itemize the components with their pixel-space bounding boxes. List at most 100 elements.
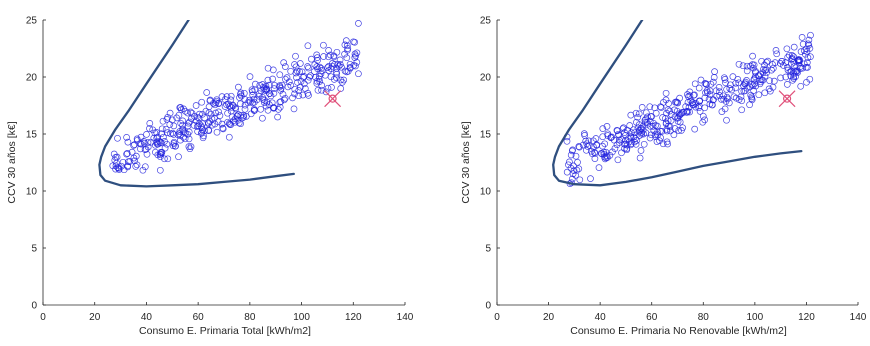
scatter-point xyxy=(642,118,649,126)
scatter-point xyxy=(140,138,148,145)
scatter-point xyxy=(111,156,119,164)
scatter-point xyxy=(772,47,780,54)
scatter-point xyxy=(625,135,632,142)
scatter-point xyxy=(805,41,813,49)
scatter-point xyxy=(638,104,646,111)
scatter-point xyxy=(261,96,268,104)
scatter-point xyxy=(341,50,348,58)
scatter-point xyxy=(318,82,326,89)
scatter-point xyxy=(276,82,284,89)
x-tick-label: 120 xyxy=(798,312,815,323)
scatter-point xyxy=(256,81,264,89)
scatter-point xyxy=(296,68,303,75)
scatter-point xyxy=(193,123,201,130)
scatter-point xyxy=(729,73,737,80)
scatter-point xyxy=(235,83,242,91)
scatter-point xyxy=(305,64,312,72)
scatter-point xyxy=(215,108,222,116)
scatter-point xyxy=(761,89,769,97)
y-tick-label: 15 xyxy=(26,130,38,141)
scatter-point xyxy=(765,85,773,93)
scatter-point xyxy=(343,54,351,62)
scatter-point xyxy=(794,69,801,76)
scatter-point xyxy=(141,163,149,171)
scatter-point xyxy=(292,52,299,60)
scatter-point xyxy=(293,67,301,75)
scatter-point xyxy=(307,72,314,79)
scatter-point xyxy=(723,86,730,93)
scatter-point xyxy=(283,74,291,81)
scatter-point xyxy=(327,65,335,72)
scatter-point xyxy=(667,127,674,135)
scatter-point xyxy=(281,94,289,102)
scatter-point xyxy=(246,73,254,80)
scatter-point xyxy=(686,92,694,100)
scatter-point xyxy=(664,140,671,148)
scatter-point xyxy=(161,155,168,163)
scatter-point xyxy=(300,80,308,88)
y-tick-label: 25 xyxy=(26,16,38,27)
scatter-point xyxy=(144,139,152,146)
scatter-point xyxy=(152,148,159,156)
scatter-point xyxy=(663,126,671,133)
y-tick-label: 5 xyxy=(485,244,491,255)
scatter-point xyxy=(338,78,346,86)
scatter-point xyxy=(333,48,341,56)
scatter-point xyxy=(602,148,610,156)
scatter-point xyxy=(705,95,713,103)
scatter-point xyxy=(738,87,745,95)
scatter-point xyxy=(686,108,693,116)
scatter-point xyxy=(710,74,718,81)
scatter-point xyxy=(637,147,645,154)
scatter-point xyxy=(200,132,207,140)
scatter-point xyxy=(170,122,178,130)
scatter-point xyxy=(252,80,259,88)
scatter-point xyxy=(787,67,795,75)
scatter-point xyxy=(663,109,670,117)
scatter-point xyxy=(333,70,341,78)
scatter-point xyxy=(141,146,149,153)
scatter-point xyxy=(317,70,325,77)
scatter-point xyxy=(650,119,657,127)
scatter-point xyxy=(270,104,278,111)
x-tick-label: 40 xyxy=(141,312,153,323)
scatter-point xyxy=(224,118,231,126)
scatter-point xyxy=(642,129,650,137)
scatter-point xyxy=(257,87,265,95)
scatter-point xyxy=(137,133,145,141)
scatter-point xyxy=(143,150,151,158)
scatter-point xyxy=(179,121,186,129)
scatter-point xyxy=(124,162,132,170)
scatter-point xyxy=(631,138,638,146)
scatter-point xyxy=(353,59,361,66)
scatter-point xyxy=(616,136,623,144)
scatter-point xyxy=(726,85,734,92)
scatter-point xyxy=(262,83,270,90)
scatter-point xyxy=(265,81,273,89)
scatter-point xyxy=(190,122,198,129)
scatter-point xyxy=(632,140,640,148)
scatter-point xyxy=(263,98,271,106)
scatter-point xyxy=(761,72,769,80)
scatter-point xyxy=(276,71,284,79)
scatter-point xyxy=(218,93,226,100)
scatter-point xyxy=(569,146,576,154)
scatter-point xyxy=(327,51,334,59)
scatter-point xyxy=(320,41,327,49)
scatter-point xyxy=(352,62,359,70)
scatter-point xyxy=(175,153,182,161)
scatter-point xyxy=(229,101,237,109)
scatter-point xyxy=(241,96,249,103)
scatter-point xyxy=(337,85,345,92)
scatter-point xyxy=(210,100,217,107)
scatter-point xyxy=(582,137,590,145)
scatter-point xyxy=(716,92,724,99)
scatter-point xyxy=(157,153,164,161)
scatter-point xyxy=(313,51,321,59)
highlight-point xyxy=(328,94,337,103)
x-tick-label: 60 xyxy=(646,312,658,323)
scatter-point xyxy=(170,138,178,146)
scatter-point xyxy=(264,76,272,84)
scatter-point xyxy=(341,67,349,75)
scatter-point xyxy=(575,143,583,150)
